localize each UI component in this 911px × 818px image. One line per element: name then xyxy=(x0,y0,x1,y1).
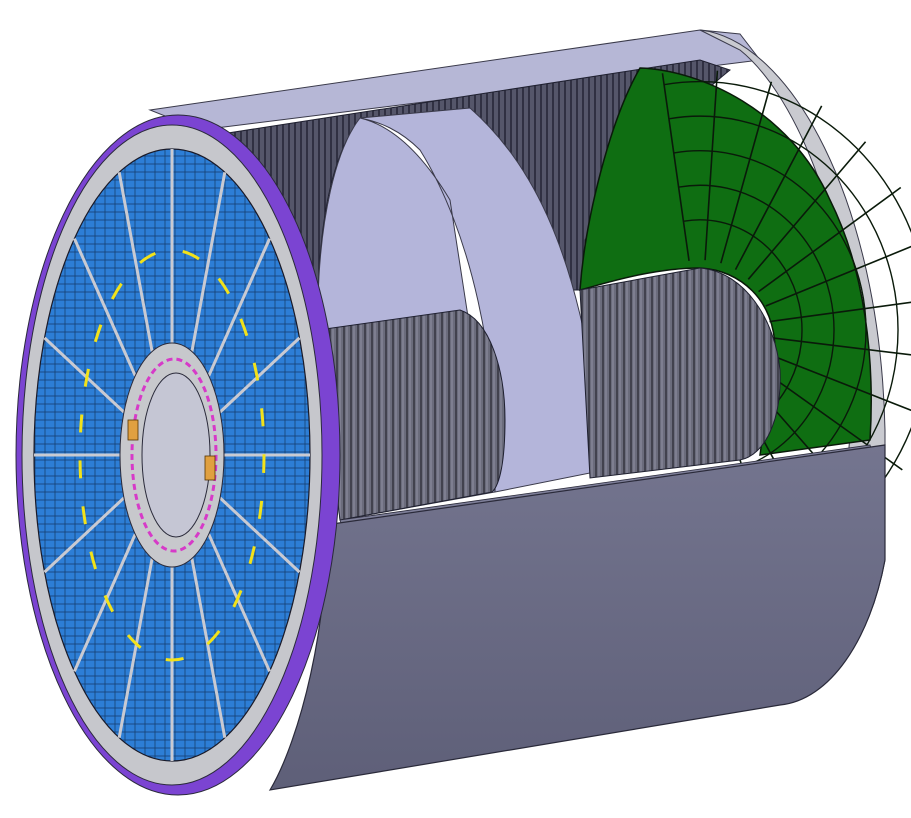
endcap-spoke xyxy=(190,558,227,738)
endcap-spoke xyxy=(43,336,125,414)
inner-tube-rear xyxy=(579,267,781,479)
green-disk-radial xyxy=(765,245,911,307)
green-disk-radial xyxy=(720,81,773,264)
green-disk-radial xyxy=(769,301,911,323)
green-disk-radial xyxy=(734,105,823,271)
yellow-ring xyxy=(78,248,266,662)
outer-shell-lower xyxy=(268,444,886,791)
green-disk-ring xyxy=(678,184,835,469)
green-disk-radial xyxy=(758,186,902,293)
endcap-spoke xyxy=(219,336,301,414)
endcap-spoke xyxy=(43,496,125,574)
endcap-spoke xyxy=(219,496,301,574)
green-disk-radial xyxy=(704,70,719,261)
endcap-spoke xyxy=(73,238,137,377)
rear-green-segmented-disk xyxy=(579,67,911,578)
endcap-spoke xyxy=(73,533,137,672)
endcap-spokes xyxy=(34,149,310,761)
orange-bracket-right xyxy=(204,455,216,481)
endcap-spoke xyxy=(117,558,154,738)
endcap-spoke xyxy=(190,172,227,352)
green-disk-radial xyxy=(747,141,867,280)
front-endcap-wheel xyxy=(15,114,341,796)
endcap-spoke xyxy=(207,533,271,672)
magenta-ring xyxy=(130,357,218,553)
green-disk-radial xyxy=(765,352,911,412)
inner-tube-front xyxy=(317,309,506,521)
endcap-spoke xyxy=(207,238,271,377)
endcap-spoke xyxy=(117,172,154,352)
green-disk-radial xyxy=(769,336,911,356)
orange-bracket-left xyxy=(127,419,139,441)
green-disk-radial xyxy=(661,73,690,261)
hub-bore xyxy=(141,372,211,538)
